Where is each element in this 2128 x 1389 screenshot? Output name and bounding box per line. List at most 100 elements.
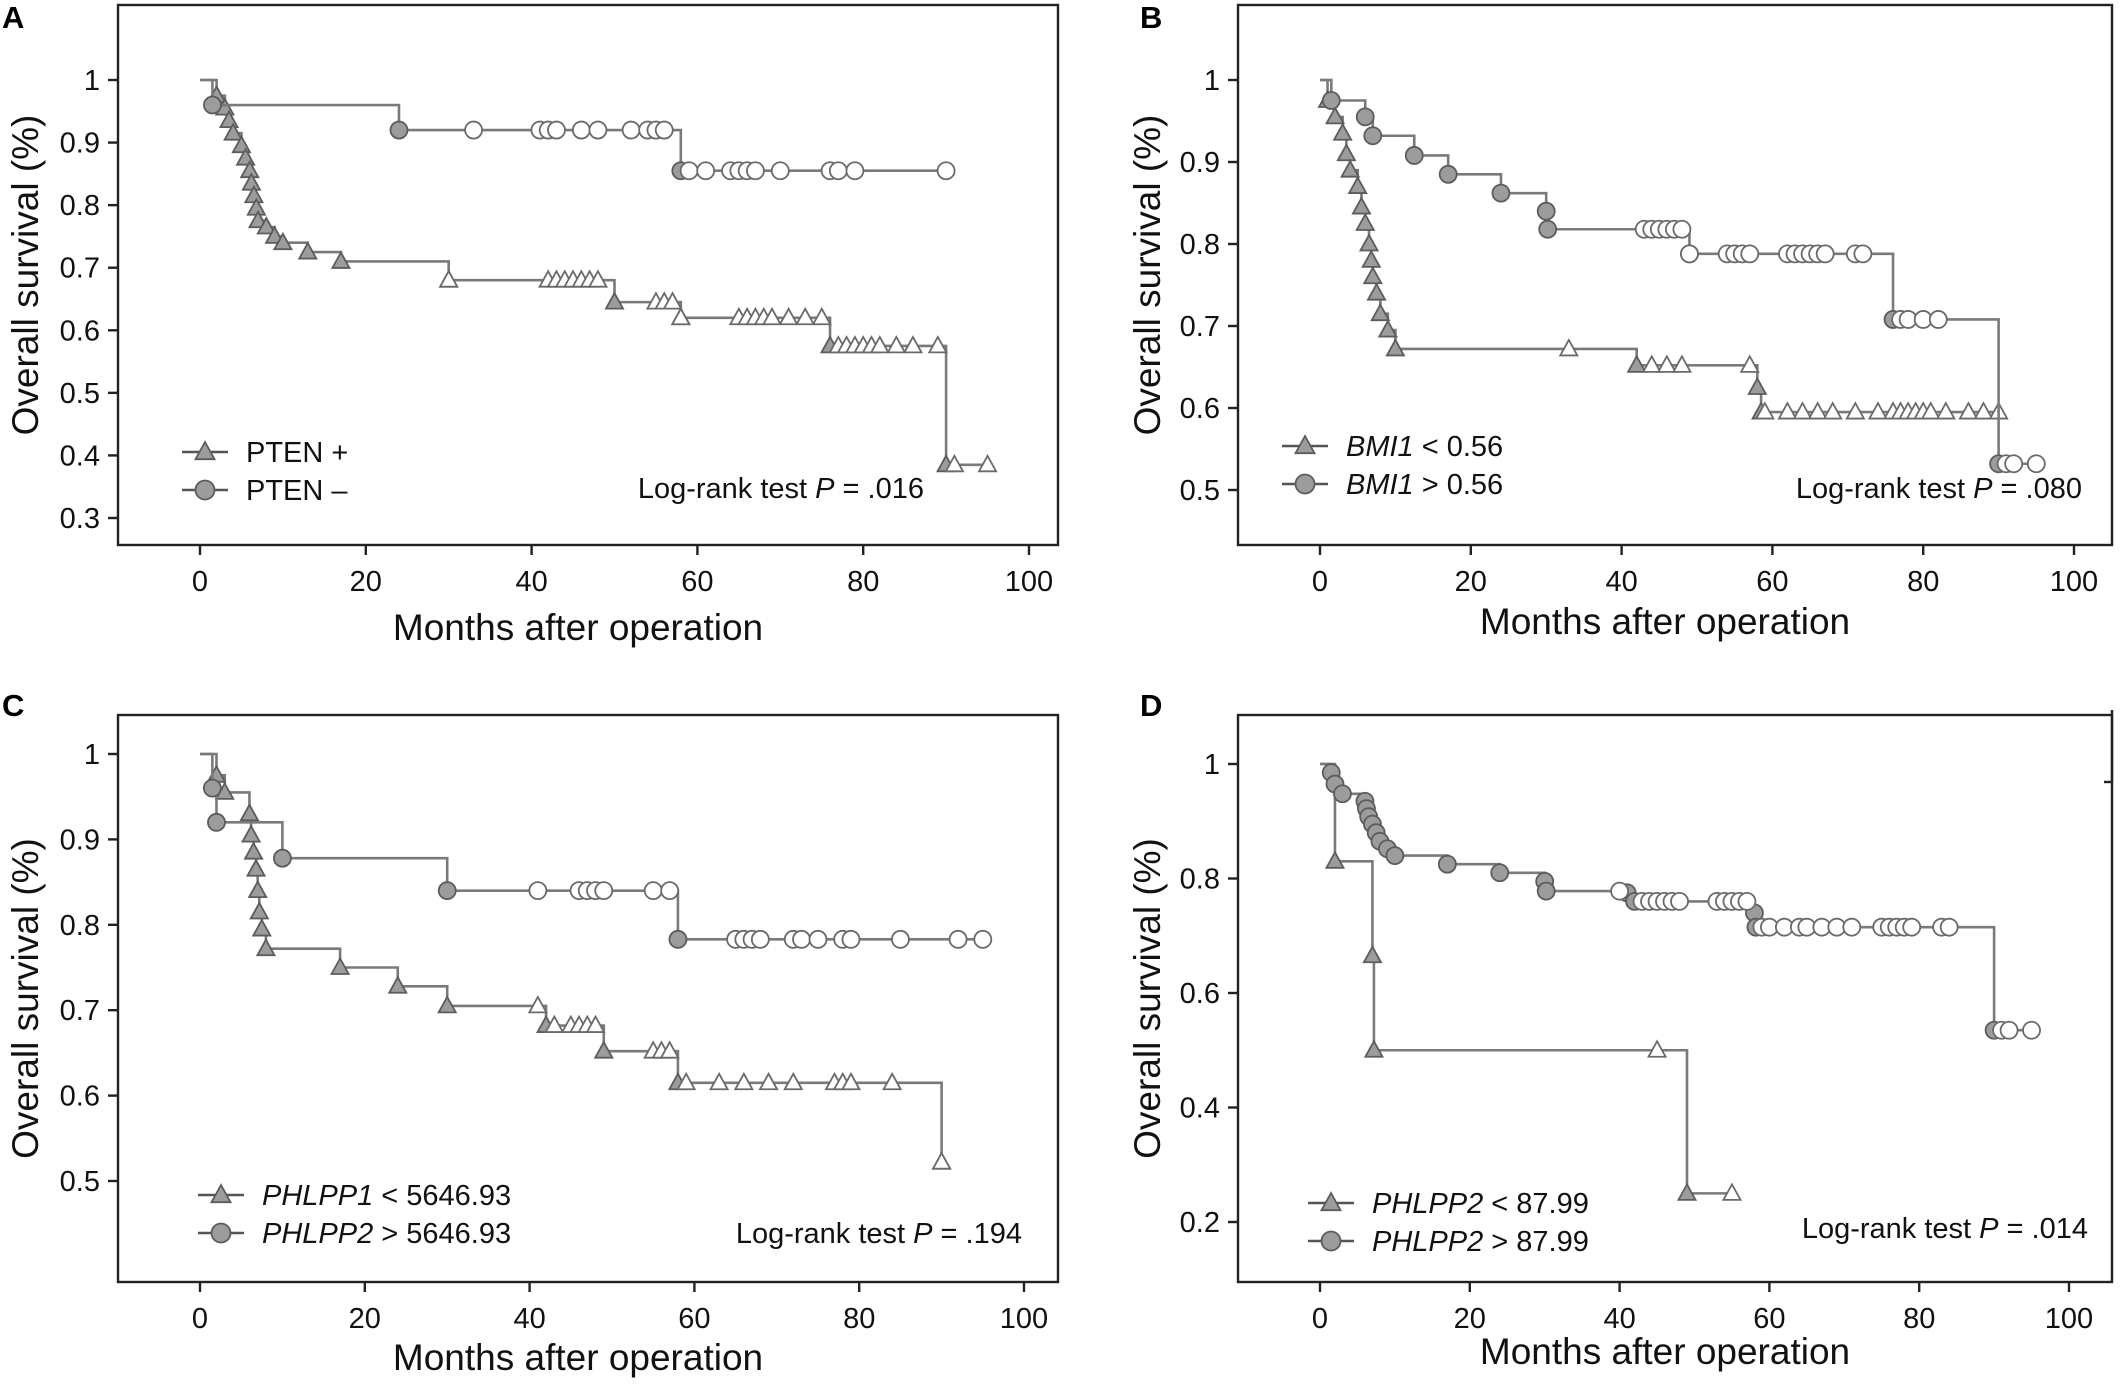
y-tick-label: 0.5 [60, 1166, 100, 1198]
censor-marker [1777, 401, 1798, 420]
censor-marker [1973, 401, 1994, 420]
censor-marker [1935, 401, 1956, 420]
censor-marker [783, 1071, 804, 1091]
censor-marker [840, 1071, 862, 1091]
event-marker [1385, 846, 1405, 865]
censor-marker [1807, 401, 1828, 420]
x-tick-label: 60 [1756, 566, 1788, 598]
censor-marker [1558, 338, 1579, 357]
event-marker [1370, 302, 1391, 322]
event-marker [1377, 319, 1398, 338]
censor-marker [1737, 892, 1757, 911]
censor-marker [1822, 401, 1843, 420]
event-marker [239, 802, 260, 822]
y-tick-label: 0.6 [60, 315, 100, 347]
event-marker [223, 122, 244, 141]
event-marker [389, 120, 409, 140]
event-marker [256, 216, 277, 235]
series-triangle [1317, 78, 2009, 420]
event-marker [1321, 91, 1341, 110]
x-tick-label: 100 [2045, 1303, 2093, 1335]
y-tick-label: 1 [1204, 65, 1220, 97]
y-tick-label: 0.9 [60, 128, 100, 160]
censor-marker [973, 929, 993, 949]
series-circle [1320, 78, 2046, 474]
x-tick-label: 20 [349, 1303, 381, 1335]
censor-marker [1670, 892, 1689, 911]
censor-marker [1842, 917, 1862, 937]
y-tick-label: 0.8 [60, 910, 100, 942]
censor-marker [1680, 244, 1699, 264]
legend-entry: BMI1 < 0.56 [1282, 431, 1503, 463]
legend-entry: PHLPP2 > 87.99 [1308, 1226, 1589, 1258]
survival-curve [200, 752, 943, 1163]
y-tick-label: 1 [84, 739, 100, 771]
censor-marker [758, 1071, 779, 1091]
event-marker [1358, 233, 1380, 252]
censor-marker [585, 1014, 606, 1033]
legend-label: BMI1 < 0.56 [1346, 431, 1503, 463]
legend-entry: PHLPP2 < 87.99 [1308, 1188, 1589, 1220]
y-tick-label: 0.6 [1180, 393, 1220, 425]
y-tick-label: 0.3 [60, 503, 100, 535]
survival-curve [200, 752, 983, 941]
legend-entry: PTEN – [182, 475, 348, 507]
legend-label: PHLPP2 > 87.99 [1372, 1226, 1589, 1258]
event-marker [202, 778, 222, 798]
censor-marker [621, 120, 641, 140]
plot-frame [1236, 3, 2114, 547]
censor-marker [662, 291, 683, 310]
y-tick-label: 0.4 [1180, 1093, 1220, 1125]
panel-c-letter: C [2, 688, 24, 723]
legend-label: PHLPP1 < 5646.93 [262, 1180, 511, 1212]
legend-marker [210, 1222, 232, 1244]
log-rank-text: Log-rank test P = .194 [736, 1218, 1022, 1250]
censor-marker [2004, 454, 2024, 474]
censor-marker [948, 929, 968, 949]
censor-marker [1792, 401, 1813, 420]
censor-marker [1939, 917, 1959, 937]
y-tick-label: 0.9 [1180, 147, 1220, 179]
event-marker [1355, 107, 1375, 127]
panel-b-letter: B [1140, 0, 1162, 35]
x-tick-label: 60 [1753, 1303, 1785, 1335]
censor-marker [1867, 401, 1889, 420]
censor-marker [746, 161, 765, 181]
event-marker [1363, 1039, 1385, 1058]
plot-frame [1236, 713, 2114, 1284]
event-marker [1536, 201, 1556, 221]
x-tick-label: 80 [1903, 1303, 1935, 1335]
event-marker [1490, 863, 1510, 883]
event-marker [437, 995, 458, 1014]
y-tick-label: 0.5 [1180, 475, 1220, 507]
event-marker [1355, 212, 1376, 231]
y-tick-label: 0.8 [60, 190, 100, 222]
event-marker [272, 848, 292, 868]
censor-marker [660, 881, 680, 901]
y-tick-label: 0.7 [60, 995, 100, 1027]
event-marker [1362, 265, 1383, 285]
censor-marker [944, 453, 965, 473]
censor-marker [709, 1071, 730, 1091]
event-marker [1747, 376, 1768, 395]
x-tick-label: 20 [1455, 566, 1487, 598]
censor-marker [795, 306, 816, 326]
event-marker [1340, 159, 1361, 178]
censor-marker [845, 161, 865, 181]
event-marker [272, 231, 293, 251]
survival-curve [200, 78, 947, 173]
event-marker [330, 956, 351, 975]
censor-marker [571, 120, 591, 140]
event-marker [251, 918, 272, 937]
y-tick-label: 0.6 [1180, 978, 1220, 1010]
censor-marker [750, 929, 770, 949]
y-tick-label: 1 [1204, 749, 1220, 781]
legend-marker [194, 479, 216, 501]
event-marker [1336, 142, 1357, 162]
censor-marker [886, 335, 907, 354]
event-marker [241, 824, 262, 843]
censor-marker [1928, 310, 1948, 329]
event-marker [1362, 944, 1383, 964]
panel-c: C 0.5 0.6 0.7 0.8 0.9 1 0 20 40 60 80 100 Months afte… [2, 688, 1060, 1378]
event-marker [1332, 122, 1353, 141]
